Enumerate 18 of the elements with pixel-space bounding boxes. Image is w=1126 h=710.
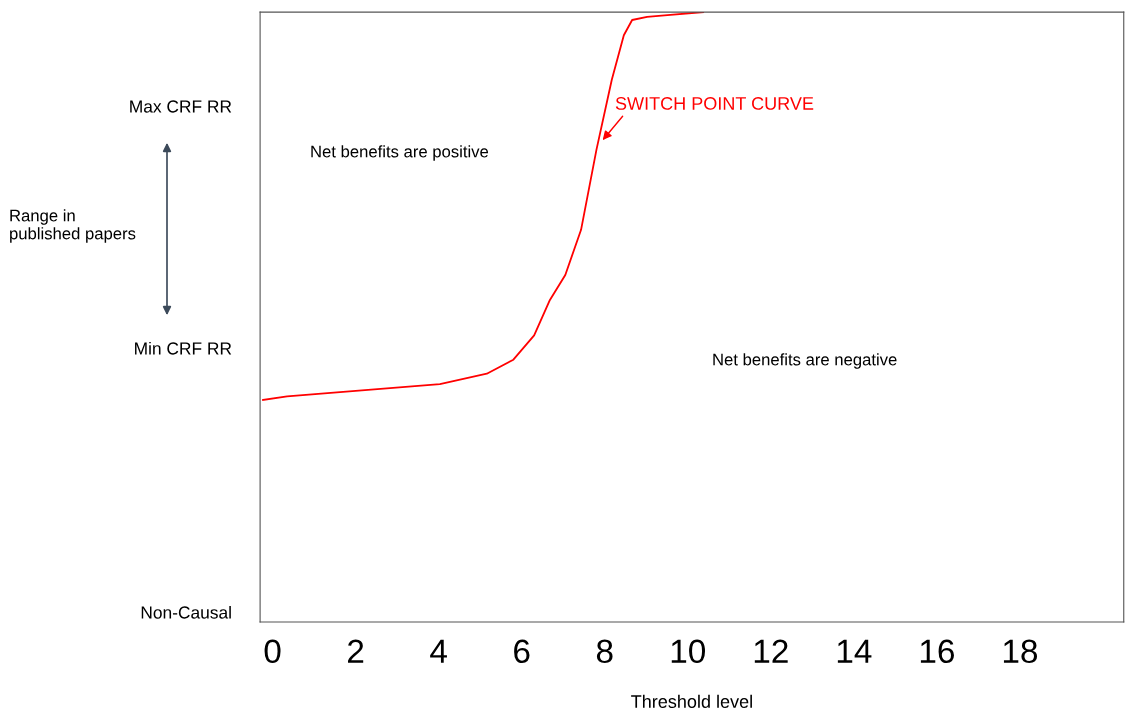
- x-tick-label: 18: [1003, 639, 1038, 664]
- annotation: SWITCH POINT CURVE: [615, 97, 814, 110]
- x-tick-label: 6: [514, 639, 530, 664]
- x-tick-label: 16: [920, 639, 954, 664]
- x-tick-label: 2: [348, 639, 364, 663]
- x-tick-label: 12: [754, 639, 788, 663]
- text: Non-Causal: [141, 605, 231, 619]
- x-tick-label: 14: [837, 639, 872, 663]
- x-tick-label: 0: [264, 639, 281, 664]
- text: Max CRF RR: [130, 100, 232, 113]
- x-tick-label: 4: [430, 639, 447, 663]
- annotation: Net benefits are negative: [713, 353, 897, 369]
- x-axis-title: Threshold level: [631, 694, 752, 708]
- text: Min CRF RR: [135, 341, 232, 355]
- text: Range in published papers: [10, 209, 136, 243]
- annotation: Net benefits are positive: [311, 145, 489, 161]
- x-tick-label: 8: [596, 639, 613, 664]
- x-tick-label: 10: [671, 639, 706, 664]
